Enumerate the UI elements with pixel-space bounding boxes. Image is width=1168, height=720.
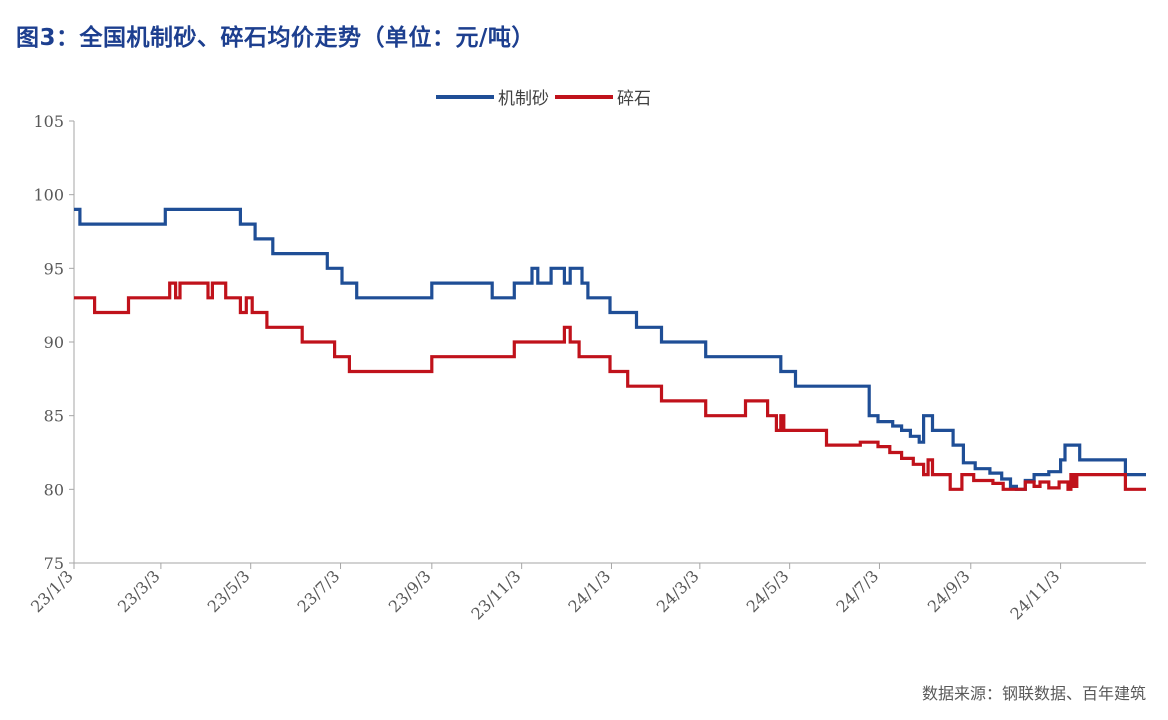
chart-legend: 机制砂 碎石 [436, 84, 657, 109]
x-tick-label: 23/7/3 [294, 566, 344, 616]
x-tick-label: 24/11/3 [1006, 566, 1063, 623]
x-tick-label: 23/11/3 [467, 566, 524, 623]
legend-swatch-series1 [436, 94, 494, 99]
legend-swatch-series2 [555, 94, 613, 99]
y-tick-label: 75 [44, 554, 64, 573]
x-tick-label: 24/5/3 [743, 566, 793, 616]
x-tick-label: 23/1/3 [27, 566, 77, 616]
y-tick-label: 85 [44, 407, 64, 426]
x-tick-label: 24/7/3 [832, 566, 882, 616]
chart-title: 图3：全国机制砂、碎石均价走势（单位：元/吨） [16, 25, 535, 51]
legend-item-series1: 机制砂 [436, 84, 549, 109]
series-line-1 [74, 207, 1146, 491]
y-tick-label: 80 [44, 480, 64, 499]
legend-label-series2: 碎石 [617, 89, 651, 109]
y-tick-label: 100 [33, 186, 64, 205]
legend-item-series2: 碎石 [555, 84, 651, 109]
data-source-note: 数据来源：钢联数据、百年建筑 [921, 684, 1146, 703]
x-tick-label: 23/9/3 [385, 566, 435, 616]
legend-label-series1: 机制砂 [498, 89, 549, 109]
x-tick-label: 24/9/3 [924, 566, 974, 616]
x-tick-label: 24/1/3 [564, 566, 614, 616]
x-tick-label: 23/3/3 [114, 566, 164, 616]
x-tick-label: 23/5/3 [204, 566, 254, 616]
series-line-2 [74, 281, 1146, 491]
x-tick-label: 24/3/3 [653, 566, 703, 616]
y-tick-label: 90 [44, 333, 64, 352]
y-tick-label: 95 [44, 259, 64, 278]
y-tick-label: 105 [33, 112, 64, 131]
